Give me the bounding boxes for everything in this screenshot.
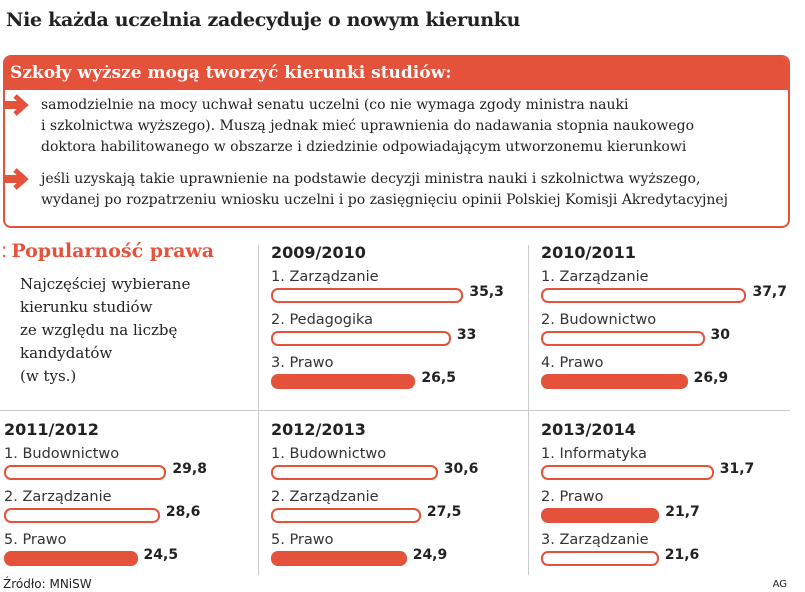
bar xyxy=(271,288,464,303)
bar-row: 1. Zarządzanie 35,3 xyxy=(271,267,536,310)
source-note: Źródło: MNiSW xyxy=(3,577,92,591)
bar-value: 33 xyxy=(456,327,477,343)
bar-label: 2. Prawo xyxy=(541,489,604,505)
bar-row: 3. Zarządzanie 21,6 xyxy=(541,530,805,573)
bar xyxy=(271,465,438,480)
info-point-line: samodzielnie na mocy uchwał senatu uczel… xyxy=(41,97,629,113)
section-description: Najczęściej wybierane kierunku studiów ze … xyxy=(20,273,250,388)
bar-value: 30,6 xyxy=(443,461,479,477)
bar-label: 2. Zarządzanie xyxy=(271,489,379,505)
bar-value: 27,5 xyxy=(426,504,462,520)
chart-panel: 2013/2014 1. Informatyka 31,7 2. Prawo 21,7 3… xyxy=(541,420,805,573)
bar xyxy=(541,551,659,566)
bar-label: 2. Zarządzanie xyxy=(4,489,112,505)
bar xyxy=(271,331,451,346)
info-point-line: wydanej po rozpatrzeniu wniosku uczelni … xyxy=(41,192,728,208)
bar-row: 3. Prawo 26,5 xyxy=(271,353,536,396)
bar-row: 1. Informatyka 31,7 xyxy=(541,444,805,487)
bar xyxy=(4,465,167,480)
info-point: samodzielnie na mocy uchwał senatu uczel… xyxy=(41,95,694,158)
bar-row: 2. Pedagogika 33 xyxy=(271,310,536,353)
bar-value: 37,7 xyxy=(752,284,787,300)
bar xyxy=(271,551,407,566)
info-point-line: doktora habilitowanego w obszarze i dzie… xyxy=(41,139,687,155)
bar-value: 31,7 xyxy=(719,461,755,477)
bar-value: 30 xyxy=(710,327,730,343)
bar-label: 5. Prawo xyxy=(4,532,67,548)
bar-row: 4. Prawo 26,9 xyxy=(541,353,805,396)
bar-label: 2. Pedagogika xyxy=(271,312,374,328)
bar-value: 28,6 xyxy=(165,504,201,520)
bar-label: 5. Prawo xyxy=(271,532,334,548)
section-heading: ⁚ Popularność prawa xyxy=(2,240,214,262)
panel-title: 2011/2012 xyxy=(4,420,99,439)
arrow-right-icon xyxy=(5,168,33,190)
bar-value: 26,9 xyxy=(693,370,729,386)
divider xyxy=(0,410,790,411)
panel-title: 2012/2013 xyxy=(271,420,366,439)
bar-row: 1. Budownictwo 29,8 xyxy=(4,444,269,487)
bar-row: 1. Budownictwo 30,6 xyxy=(271,444,536,487)
bar-label: 1. Budownictwo xyxy=(271,446,387,462)
bar xyxy=(4,551,138,566)
bar-label: 1. Budownictwo xyxy=(4,446,120,462)
description-line: (w tys.) xyxy=(20,367,77,385)
info-point-line: i szkolnictwa wyższego). Muszą jednak mi… xyxy=(41,118,695,134)
bar-label: 1. Zarządzanie xyxy=(271,269,379,285)
description-line: Najczęściej wybierane xyxy=(20,275,191,293)
chart-panel: 2011/2012 1. Budownictwo 29,8 2. Zarządzani… xyxy=(4,420,269,573)
bar-value: 21,7 xyxy=(665,504,700,520)
bar-label: 4. Prawo xyxy=(541,355,604,371)
bar-row: 2. Budownictwo 30 xyxy=(541,310,805,353)
bar-value: 26,5 xyxy=(421,370,456,386)
info-point-line: jeśli uzyskają takie uprawnienie na pods… xyxy=(41,171,701,187)
bar-value: 21,6 xyxy=(664,547,700,563)
bar-row: 2. Zarządzanie 27,5 xyxy=(271,487,536,530)
bar xyxy=(541,331,705,346)
info-box: Szkoły wyższe mogą tworzyć kierunki stud… xyxy=(3,55,790,228)
description-line: ze względu na liczbę xyxy=(20,321,178,339)
info-point: jeśli uzyskają takie uprawnienie na pods… xyxy=(41,169,728,211)
credit: AG xyxy=(772,579,787,590)
info-box-heading: Szkoły wyższe mogą tworzyć kierunki stud… xyxy=(5,57,788,90)
bar-label: 3. Prawo xyxy=(271,355,334,371)
chart-panel: 2009/2010 1. Zarządzanie 35,3 2. Pedagogika… xyxy=(271,243,536,396)
bar-row: 1. Zarządzanie 37,7 xyxy=(541,267,805,310)
bar-row: 2. Prawo 21,7 xyxy=(541,487,805,530)
bar xyxy=(271,508,421,523)
description-line: kandydatów xyxy=(20,344,113,362)
chart-panel: 2010/2011 1. Zarządzanie 37,7 2. Budownictw… xyxy=(541,243,805,396)
bar-label: 2. Budownictwo xyxy=(541,312,657,328)
bar xyxy=(4,508,160,523)
arrow-right-icon xyxy=(5,94,33,116)
bar xyxy=(541,465,714,480)
panel-title: 2013/2014 xyxy=(541,420,636,439)
panel-title: 2009/2010 xyxy=(271,243,366,262)
bar xyxy=(541,288,747,303)
bar-label: 1. Zarządzanie xyxy=(541,269,649,285)
panel-title: 2010/2011 xyxy=(541,243,636,262)
bar-row: 5. Prawo 24,9 xyxy=(271,530,536,573)
bar-label: 3. Zarządzanie xyxy=(541,532,649,548)
bar-row: 2. Zarządzanie 28,6 xyxy=(4,487,269,530)
page-title: Nie każda uczelnia zadecyduje o nowym ki… xyxy=(6,9,521,31)
bar xyxy=(271,374,416,389)
section-heading-text: Popularność prawa xyxy=(11,240,215,262)
bar-value: 29,8 xyxy=(172,461,207,477)
bar xyxy=(541,374,688,389)
chart-panel: 2012/2013 1. Budownictwo 30,6 2. Zarządzani… xyxy=(271,420,536,573)
bar-label: 1. Informatyka xyxy=(541,446,647,462)
description-line: kierunku studiów xyxy=(20,298,153,316)
bar-value: 35,3 xyxy=(469,284,504,300)
bar xyxy=(541,508,660,523)
dots-icon: ⁚ xyxy=(2,245,12,261)
bar-row: 5. Prawo 24,5 xyxy=(4,530,269,573)
bar-value: 24,5 xyxy=(143,547,179,563)
bar-value: 24,9 xyxy=(412,547,448,563)
